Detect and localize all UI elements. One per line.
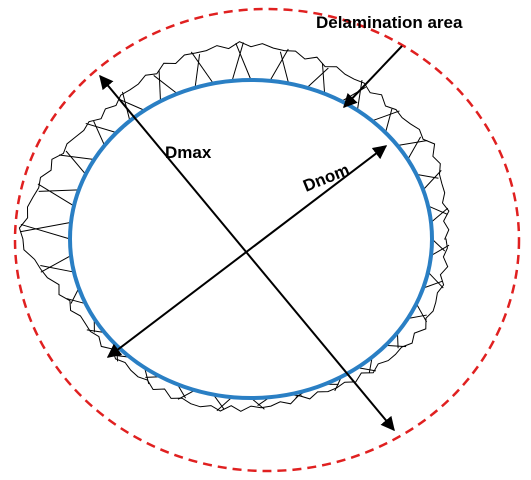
hatch-line	[430, 244, 450, 257]
hatch-line	[190, 51, 214, 84]
hatch-line	[415, 303, 428, 323]
delamination-hatch	[18, 41, 450, 412]
hatch-line	[20, 221, 72, 233]
dnom-arrow	[106, 145, 388, 358]
hatch-line	[38, 189, 79, 192]
hatch-line	[427, 205, 448, 215]
hatch-line	[153, 75, 178, 95]
hatch-line	[194, 54, 201, 88]
hatch-line	[37, 183, 75, 207]
hatch-line	[158, 70, 161, 102]
hatch-line	[59, 154, 95, 160]
hatch-line	[269, 48, 289, 82]
hatch-line	[235, 43, 252, 81]
max-circle	[13, 7, 521, 473]
hatch-line	[427, 271, 444, 289]
hatch-line	[422, 280, 443, 289]
hatch-line	[70, 287, 80, 304]
hatch-line	[397, 140, 428, 147]
hatch-line	[371, 110, 400, 122]
hatch-line	[40, 265, 75, 273]
nominal-circle	[68, 78, 434, 400]
hatch-line	[422, 170, 442, 191]
hatch-line	[66, 298, 86, 305]
hatch-line	[93, 120, 106, 146]
hatch-line	[356, 79, 363, 111]
hatch-line	[430, 207, 449, 223]
hatch-line	[385, 344, 407, 348]
hatch-line	[407, 314, 427, 319]
hatch-line	[177, 389, 196, 400]
hatch-line	[306, 67, 329, 89]
hatch-line	[65, 150, 87, 175]
dmax-arrow	[99, 74, 395, 432]
delamination-label: Delamination area	[316, 13, 463, 32]
hatch-line	[40, 255, 72, 273]
dmax-label: Dmax	[165, 143, 212, 162]
delamination-pointer	[343, 45, 403, 109]
hatch-line	[407, 136, 422, 160]
delamination-outline	[18, 41, 450, 412]
hatch-line	[231, 42, 244, 82]
hatch-line	[20, 223, 71, 240]
hatch-line	[385, 108, 393, 133]
hatch-line	[321, 63, 326, 94]
hatch-line	[85, 122, 117, 134]
